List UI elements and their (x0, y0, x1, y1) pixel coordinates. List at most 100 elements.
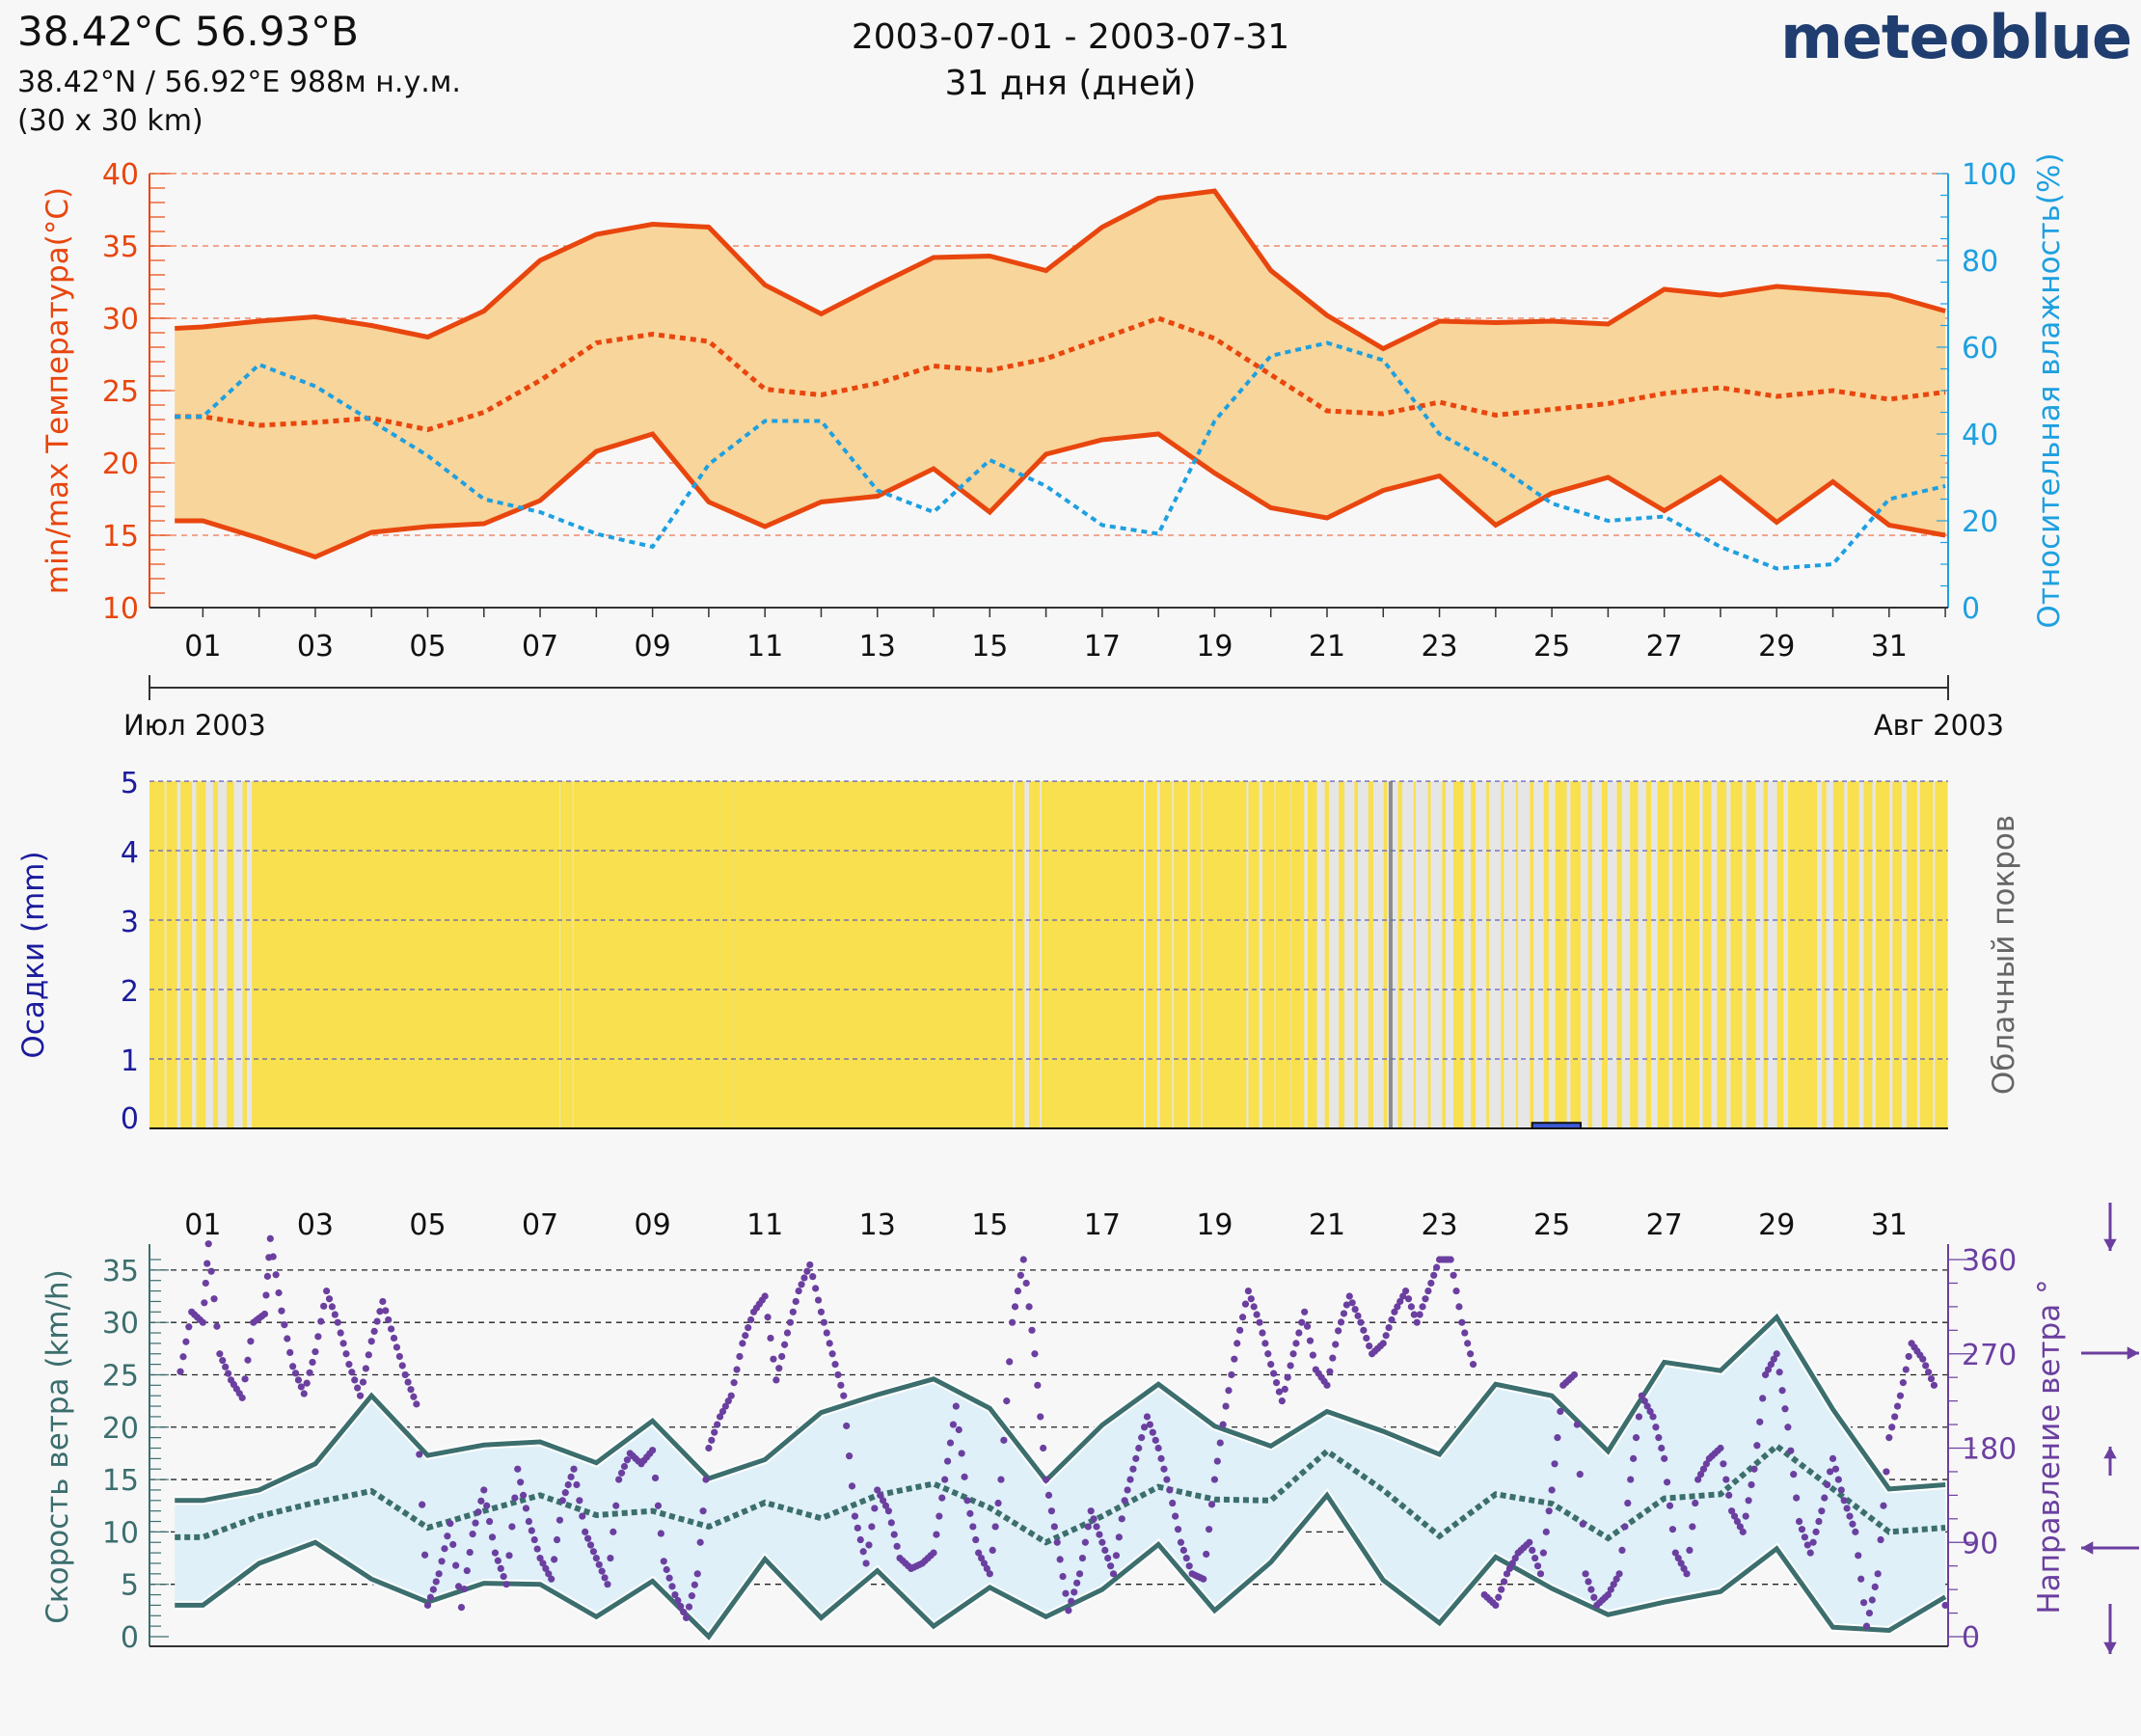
wind-direction-dot (943, 1457, 952, 1465)
sunshine-bar (212, 781, 219, 1128)
wind-direction-dot (519, 1491, 528, 1499)
sunshine-bar (544, 781, 560, 1128)
sunshine-bar (1501, 781, 1504, 1128)
wind-direction-dot (840, 1392, 848, 1399)
wind-direction-dot (1247, 1295, 1255, 1303)
wind-direction-dot (705, 1444, 713, 1452)
wind-direction-dot (1896, 1392, 1905, 1399)
wind-direction-dot (980, 1560, 989, 1567)
wind-direction-dot (423, 1601, 432, 1610)
sunshine-bar (1645, 781, 1652, 1128)
wind-direction-dot (1750, 1465, 1758, 1473)
mean-wind-line (175, 1442, 1946, 1546)
wind-direction-dot (382, 1307, 390, 1315)
sunshine-bar (1114, 781, 1130, 1128)
wind-direction-dot (416, 1451, 423, 1458)
wind-direction-dot (770, 1355, 777, 1363)
wind-direction-dot (488, 1533, 497, 1541)
wind-direction-dot (1206, 1526, 1213, 1533)
wind-day-tick-label: 07 (522, 1208, 558, 1242)
sunshine-bar (1892, 781, 1903, 1128)
wind-direction-dot (1773, 1350, 1780, 1358)
wind-direction-dot (946, 1439, 955, 1447)
wind-direction-dot (224, 1370, 232, 1377)
sunshine-bar (1875, 781, 1890, 1128)
wind-direction-dot (1671, 1549, 1679, 1557)
sunshine-bar (1847, 781, 1859, 1128)
sunshine-bar (587, 781, 604, 1128)
wind-direction-dot (1424, 1287, 1432, 1295)
wind-direction-dot (1590, 1593, 1598, 1601)
precip-tick-label: 0 (121, 1102, 139, 1136)
meteoblue-logo[interactable]: meteoblue (1780, 2, 2132, 72)
wind-direction-dot (1624, 1499, 1632, 1507)
wind-direction-dot (868, 1523, 876, 1531)
wind-direction-dot (561, 1489, 569, 1497)
sunshine-bar (1261, 781, 1275, 1128)
day-tick-label: 17 (1084, 630, 1121, 664)
wind-day-tick-label: 03 (297, 1208, 334, 1242)
sunshine-bar (1397, 781, 1402, 1128)
wind-direction-dot (1511, 1554, 1519, 1562)
wind-direction-dot (370, 1327, 378, 1335)
wind-direction-dot (365, 1351, 372, 1359)
wind-direction-dot (1210, 1476, 1219, 1483)
sunshine-bar (1919, 781, 1934, 1128)
wind-day-tick-label: 29 (1758, 1208, 1795, 1242)
wind-direction-dot (733, 1366, 741, 1373)
sunshine-bar (1453, 781, 1464, 1128)
wind-direction-dot (665, 1574, 673, 1582)
wind-direction-dot (1289, 1350, 1297, 1358)
humidity-axis-label: Относительная влажность(%) (2032, 152, 2067, 628)
sunshine-bar (471, 781, 487, 1128)
wind-direction-dot (1078, 1554, 1087, 1562)
sunshine-bar (646, 781, 663, 1128)
humidity-tick-label: 60 (1962, 332, 1998, 366)
wind-direction-dot (1615, 1570, 1623, 1578)
wind-direction-dot (1761, 1370, 1770, 1379)
sunshine-bar (1746, 781, 1756, 1128)
wind-tick-label: 25 (102, 1359, 139, 1393)
wind-direction-dot (1104, 1554, 1112, 1562)
wind-direction-dot (930, 1549, 937, 1557)
wind-direction-dot (1416, 1311, 1423, 1318)
wind-direction-dot (1149, 1428, 1156, 1436)
location-coords: 38.42°N / 56.92°E 988м н.у.м. (17, 66, 461, 99)
wind-tick-label: 5 (121, 1569, 139, 1603)
wind-direction-dot (1084, 1523, 1092, 1531)
wind-tick-label: 30 (102, 1307, 139, 1341)
wind-direction-dot (778, 1352, 786, 1361)
sunshine-bar (1555, 781, 1567, 1128)
wind-direction-dot (582, 1528, 589, 1535)
direction-tick-label: 90 (1962, 1527, 1998, 1560)
wind-tick-label: 10 (102, 1516, 139, 1550)
wind-direction-dot (309, 1358, 316, 1367)
wind-direction-dot (671, 1590, 679, 1599)
sunshine-bar (1702, 781, 1712, 1128)
wind-direction-dot (649, 1447, 657, 1454)
wind-direction-dot (1050, 1523, 1058, 1531)
wind-direction-dot (1655, 1434, 1663, 1442)
sunshine-bar (1189, 781, 1202, 1128)
wind-direction-dot (460, 1585, 468, 1593)
sunshine-bar (763, 781, 779, 1128)
day-tick-label: 15 (971, 630, 1008, 664)
sunshine-bar (1906, 781, 1918, 1128)
wind-direction-dot (179, 1353, 187, 1361)
wind-direction-dot (1849, 1520, 1856, 1528)
sunshine-bar (836, 781, 853, 1128)
wind-direction-dot (1075, 1570, 1084, 1578)
wind-direction-dot (1222, 1402, 1230, 1410)
wind-direction-dot (320, 1302, 328, 1310)
wind-direction-dot (677, 1602, 685, 1611)
wind-direction-dot (1301, 1308, 1309, 1316)
sunshine-bar (1232, 781, 1247, 1128)
sunshine-bar (1275, 781, 1291, 1128)
temp-tick-label: 15 (102, 520, 139, 554)
wind-direction-dot (814, 1296, 823, 1304)
wind-direction-dot (1107, 1562, 1115, 1570)
wind-direction-dot (281, 1321, 288, 1329)
wind-direction-dot (1146, 1421, 1154, 1428)
wind-direction-dot (1452, 1287, 1460, 1295)
wind-direction-dot (1728, 1507, 1736, 1515)
